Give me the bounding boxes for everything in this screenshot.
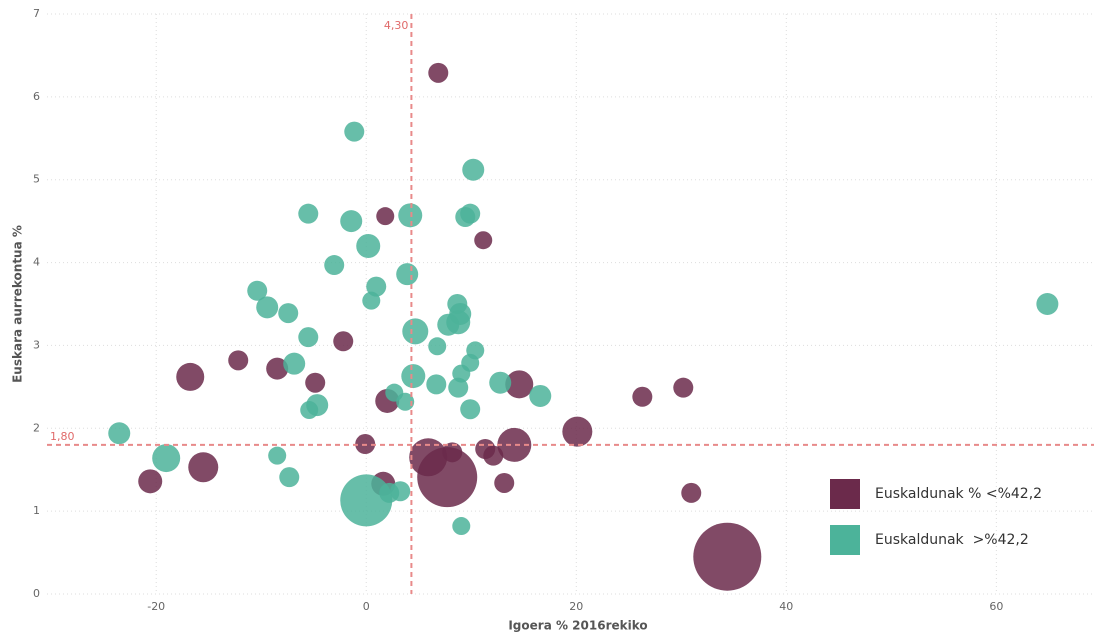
legend-swatch <box>830 479 860 509</box>
y-tick-label: 0 <box>33 587 40 600</box>
x-tick-label: 60 <box>989 600 1003 613</box>
bubble <box>344 121 365 142</box>
bubble <box>324 255 345 276</box>
bubble <box>489 371 512 394</box>
x-axis-title: Igoera % 2016rekiko <box>508 619 647 633</box>
bubble <box>452 517 471 536</box>
bubble <box>356 234 381 258</box>
x-tick-label: 40 <box>779 600 793 613</box>
bubble <box>437 313 460 336</box>
bubble <box>228 350 249 371</box>
bubble <box>483 445 504 466</box>
bubble <box>366 276 387 297</box>
legend-swatch <box>830 525 860 555</box>
bubble <box>152 444 181 473</box>
bubble <box>562 416 593 447</box>
bubble <box>300 401 319 420</box>
bubble <box>401 364 426 389</box>
bubble <box>402 318 429 345</box>
bubble <box>247 280 268 301</box>
x-tick-label: 0 <box>363 600 370 613</box>
bubble <box>398 203 423 228</box>
bubble <box>396 263 419 286</box>
y-tick-label: 3 <box>33 338 40 351</box>
bubble <box>340 210 363 233</box>
bubble <box>390 481 411 502</box>
bubble <box>188 452 219 483</box>
bubble <box>462 158 485 181</box>
y-tick-label: 6 <box>33 90 40 103</box>
bubble <box>428 337 447 356</box>
x-tick-label: 20 <box>569 600 583 613</box>
bubble <box>268 446 287 465</box>
bubble <box>673 377 694 398</box>
reference-label: 1,80 <box>50 430 75 443</box>
bubble <box>333 331 354 352</box>
bubble <box>266 357 289 380</box>
bubble <box>138 469 163 494</box>
y-tick-label: 5 <box>33 173 40 186</box>
bubble <box>460 203 481 224</box>
y-axis-title: Euskara aurrekontua % <box>11 225 25 383</box>
bubble <box>417 447 478 508</box>
legend-label: Euskaldunak % <%42,2 <box>875 486 1042 502</box>
x-tick-label: -20 <box>147 600 165 613</box>
bubble <box>256 296 279 319</box>
bubble <box>298 203 319 224</box>
bubble <box>693 522 762 591</box>
bubble <box>428 62 449 83</box>
bubble <box>505 370 534 399</box>
bubble <box>426 374 447 395</box>
bubble <box>497 427 532 462</box>
reference-label: 4,30 <box>384 19 409 32</box>
bubble <box>494 472 515 493</box>
bubble <box>298 327 319 348</box>
bubble <box>362 291 381 310</box>
bubble <box>283 352 306 375</box>
bubble <box>396 392 415 411</box>
bubble <box>448 377 469 398</box>
y-tick-label: 4 <box>33 256 40 269</box>
bubble <box>1036 293 1059 315</box>
y-tick-label: 7 <box>33 7 40 20</box>
y-tick-label: 2 <box>33 421 40 434</box>
bubble <box>681 482 702 503</box>
bubble <box>279 467 300 488</box>
y-tick-label: 1 <box>33 504 40 517</box>
bubble <box>108 422 131 445</box>
bubble <box>278 303 299 324</box>
bubble <box>632 386 653 407</box>
bubble <box>176 362 205 391</box>
bubble <box>376 207 395 226</box>
bubble <box>529 384 552 407</box>
bubble <box>460 399 481 420</box>
bubble <box>474 231 493 250</box>
legend-label: Euskaldunak >%42,2 <box>875 532 1029 548</box>
bubble <box>305 372 326 393</box>
bubble <box>340 474 393 527</box>
